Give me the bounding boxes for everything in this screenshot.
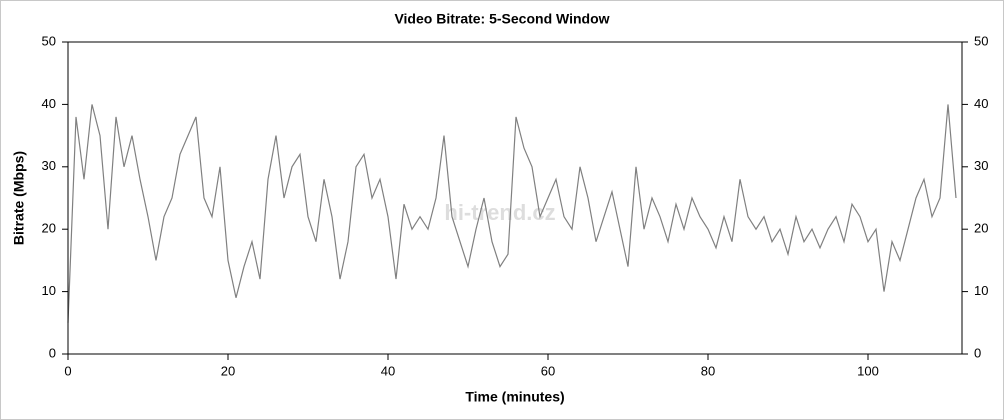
y-axis-label: Bitrate (Mbps) <box>11 151 27 245</box>
x-tick-label: 20 <box>221 363 235 378</box>
x-tick-label: 40 <box>381 363 395 378</box>
x-tick-label: 80 <box>701 363 715 378</box>
x-tick-label: 60 <box>541 363 555 378</box>
y-tick-label: 40 <box>42 96 56 111</box>
y2-tick-label: 10 <box>974 283 988 298</box>
plot-frame <box>67 41 963 355</box>
y2-tick-label: 40 <box>974 96 988 111</box>
y-tick-label: 30 <box>42 158 56 173</box>
watermark: hi-trend.cz <box>444 200 555 225</box>
y-tick-label: 50 <box>42 33 56 48</box>
y2-tick-label: 0 <box>974 345 981 360</box>
x-axis-label: Time (minutes) <box>465 389 564 405</box>
x-tick-label: 0 <box>64 363 71 378</box>
x-tick-label: 100 <box>857 363 879 378</box>
y-tick-label: 0 <box>49 345 56 360</box>
y2-tick-label: 30 <box>974 158 988 173</box>
bitrate-line <box>67 104 957 323</box>
y-tick-label: 10 <box>42 283 56 298</box>
y2-tick-label: 50 <box>974 33 988 48</box>
y2-tick-label: 20 <box>974 221 988 236</box>
chart-title: Video Bitrate: 5-Second Window <box>394 11 609 27</box>
y-tick-label: 20 <box>42 221 56 236</box>
